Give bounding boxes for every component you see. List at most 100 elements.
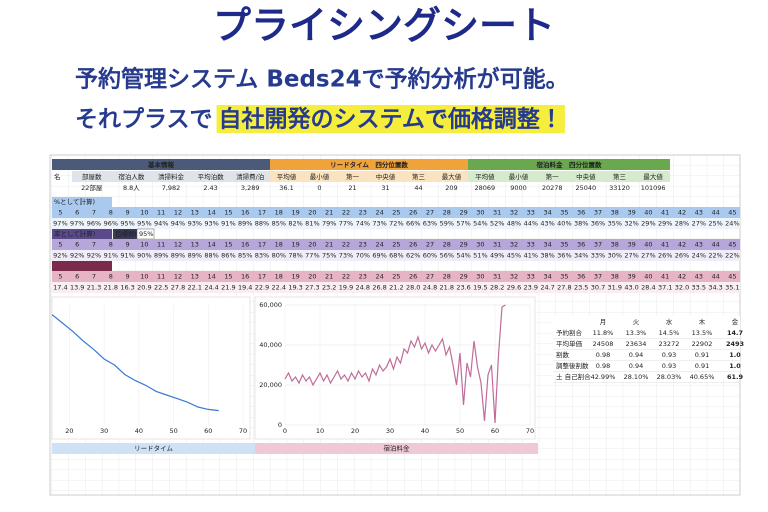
group-header bbox=[270, 159, 468, 170]
column-header: 平均値 bbox=[475, 172, 495, 181]
column-number: 32 bbox=[510, 241, 518, 249]
row-label: 平均単価 bbox=[556, 339, 583, 348]
row-label: 予約割合 bbox=[556, 328, 583, 337]
rate-value: 89% bbox=[171, 252, 185, 260]
column-number: 18 bbox=[275, 209, 283, 217]
column-number: 6 bbox=[75, 273, 79, 281]
cell-value: 31 bbox=[381, 184, 389, 192]
weekday-value: 0.93 bbox=[662, 362, 676, 370]
x-tick-label: 40 bbox=[135, 427, 143, 435]
weekday-value: 0.98 bbox=[596, 362, 610, 370]
column-number: 18 bbox=[275, 241, 283, 249]
rate-value: 31.9 bbox=[608, 284, 622, 292]
chart-area bbox=[51, 296, 251, 440]
column-number: 32 bbox=[510, 273, 518, 281]
row-label: 土 自己割合 bbox=[556, 372, 591, 381]
cell-value: 33120 bbox=[609, 184, 630, 192]
weekday-value: 28.03% bbox=[657, 373, 682, 381]
rate-value: 68% bbox=[389, 252, 403, 260]
x-tick-label: 70 bbox=[526, 427, 534, 435]
weekday-value: 11.8% bbox=[593, 329, 614, 337]
column-number: 40 bbox=[644, 209, 652, 217]
header-row bbox=[468, 171, 670, 182]
cell-value: 2.43 bbox=[203, 184, 217, 192]
rate-value: 85% bbox=[238, 252, 252, 260]
rate-value: 26% bbox=[675, 252, 689, 260]
rate-value: 57% bbox=[456, 220, 470, 228]
rate-value: 19.3 bbox=[288, 284, 302, 292]
weekday-value: 40.65% bbox=[690, 373, 715, 381]
rate-value: 30% bbox=[608, 252, 622, 260]
rate-value: 24.7 bbox=[540, 284, 554, 292]
rate-value: 83% bbox=[255, 252, 269, 260]
rate-value: 56% bbox=[440, 252, 454, 260]
data-line bbox=[51, 314, 219, 412]
group-title: 基本情報 bbox=[147, 160, 175, 169]
rate-value: 75% bbox=[322, 252, 336, 260]
cell-value: 7,982 bbox=[162, 184, 181, 192]
weekday-value: 23272 bbox=[659, 340, 680, 348]
column-number: 17 bbox=[258, 241, 266, 249]
column-number: 20 bbox=[308, 273, 316, 281]
weekday-value: 0.91 bbox=[695, 362, 709, 370]
rate-value: 60% bbox=[423, 252, 437, 260]
weekday-value: 0.91 bbox=[695, 351, 709, 359]
target-label-cell bbox=[113, 229, 137, 239]
column-number: 12 bbox=[174, 273, 182, 281]
cell-value: 209 bbox=[445, 184, 457, 192]
column-number: 44 bbox=[711, 273, 719, 281]
column-header: 宿泊人数 bbox=[118, 172, 145, 181]
rate-value: 62% bbox=[406, 252, 420, 260]
rate-value: 92% bbox=[70, 252, 84, 260]
column-number: 7 bbox=[92, 209, 96, 217]
weekday-value: 24508 bbox=[593, 340, 614, 348]
rate-value: 73% bbox=[339, 252, 353, 260]
column-number: 42 bbox=[678, 241, 686, 249]
weekday-value: 2493 bbox=[726, 340, 744, 348]
weekday-value: 22902 bbox=[692, 340, 713, 348]
column-number: 31 bbox=[493, 241, 501, 249]
cell-value: 21 bbox=[348, 184, 356, 192]
cell-value: 0 bbox=[317, 184, 321, 192]
column-number: 9 bbox=[126, 241, 130, 249]
rate-value: 66% bbox=[406, 220, 420, 228]
cell-value: 36.1 bbox=[279, 184, 293, 192]
column-number: 10 bbox=[140, 273, 148, 281]
column-number: 14 bbox=[207, 273, 215, 281]
column-number: 9 bbox=[126, 273, 130, 281]
column-number: 14 bbox=[207, 209, 215, 217]
column-number: 5 bbox=[58, 209, 62, 217]
rate-value: 85% bbox=[272, 220, 286, 228]
column-number: 37 bbox=[594, 241, 602, 249]
rate-value: 97% bbox=[70, 220, 84, 228]
column-number: 22 bbox=[342, 273, 350, 281]
column-number: 15 bbox=[224, 273, 232, 281]
rate-value: 27% bbox=[641, 252, 655, 260]
weekday-header: 水 bbox=[666, 317, 673, 326]
rate-value: 26% bbox=[658, 252, 672, 260]
column-number: 38 bbox=[611, 273, 619, 281]
x-tick-label: 0 bbox=[283, 427, 287, 435]
rate-value: 92% bbox=[87, 252, 101, 260]
column-number: 12 bbox=[174, 209, 182, 217]
cell-value: 44 bbox=[414, 184, 422, 192]
column-number: 26 bbox=[409, 241, 417, 249]
footer-label: リードタイム bbox=[134, 444, 173, 453]
rate-value: 34.3 bbox=[708, 284, 722, 292]
cell-value: 22部屋 bbox=[81, 184, 103, 192]
cell-value: 25040 bbox=[575, 184, 596, 192]
rate-value: 27.8 bbox=[557, 284, 571, 292]
rate-value: 17.4 bbox=[53, 284, 67, 292]
rate-value: 28.4 bbox=[641, 284, 655, 292]
column-number: 31 bbox=[493, 209, 501, 217]
column-number: 39 bbox=[627, 209, 635, 217]
column-number: 27 bbox=[426, 241, 434, 249]
weekday-value: 61.9 bbox=[727, 373, 744, 381]
column-number: 41 bbox=[661, 273, 669, 281]
rate-value: 89% bbox=[154, 252, 168, 260]
column-number: 37 bbox=[594, 273, 602, 281]
column-number: 7 bbox=[92, 241, 96, 249]
weekday-value: 14.5% bbox=[659, 329, 680, 337]
weekday-value: 13.3% bbox=[626, 329, 647, 337]
